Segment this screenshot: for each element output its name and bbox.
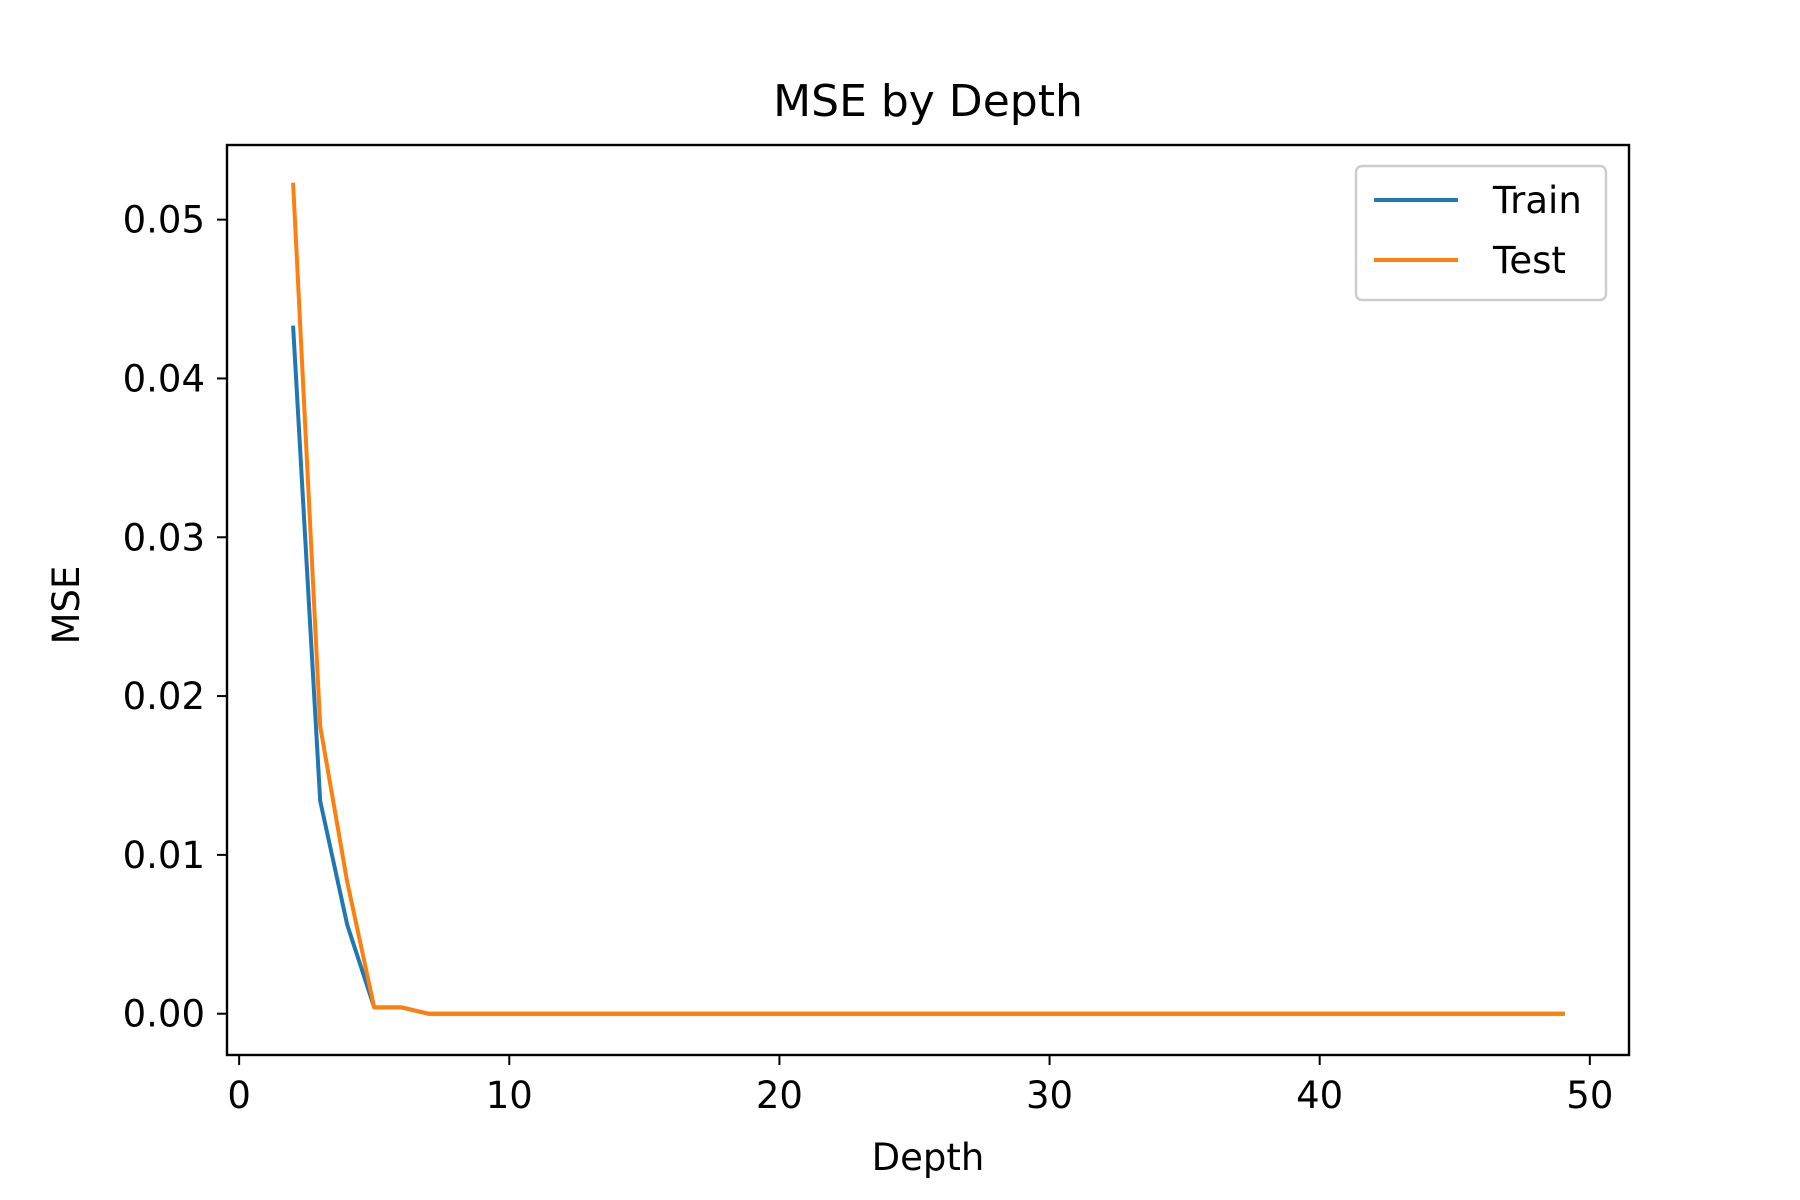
y-axis: 0.00 0.01 0.02 0.03 0.04 0.05 bbox=[123, 199, 227, 1036]
y-tick-label: 0.03 bbox=[123, 516, 205, 559]
series-line-test bbox=[291, 182, 1565, 1016]
legend-label-train: Train bbox=[1492, 179, 1582, 222]
x-tick-label: 50 bbox=[1566, 1074, 1613, 1117]
y-tick-label: 0.01 bbox=[123, 834, 205, 877]
series-layer bbox=[291, 182, 1565, 1016]
x-tick-label: 10 bbox=[486, 1074, 533, 1117]
axes-frame bbox=[225, 143, 1631, 1057]
y-tick-label: 0.00 bbox=[123, 993, 205, 1036]
x-tick-label: 40 bbox=[1296, 1074, 1343, 1117]
x-tick-label: 20 bbox=[756, 1074, 803, 1117]
legend-label-test: Test bbox=[1492, 239, 1566, 282]
chart-title: MSE by Depth bbox=[773, 76, 1083, 127]
x-axis: 0 10 20 30 40 50 bbox=[227, 1055, 1613, 1117]
x-axis-label: Depth bbox=[872, 1136, 985, 1179]
y-tick-label: 0.02 bbox=[123, 675, 205, 718]
legend: Train Test bbox=[1354, 164, 1608, 302]
x-tick-label: 30 bbox=[1026, 1074, 1073, 1117]
x-tick-label: 0 bbox=[227, 1074, 251, 1117]
plot-area: 0 10 20 30 40 50 0.00 0.01 0.02 0.03 0.04 0.05 bbox=[123, 143, 1631, 1117]
y-axis-label: MSE bbox=[45, 566, 88, 645]
y-tick-label: 0.05 bbox=[123, 199, 205, 242]
y-tick-label: 0.04 bbox=[123, 357, 205, 400]
